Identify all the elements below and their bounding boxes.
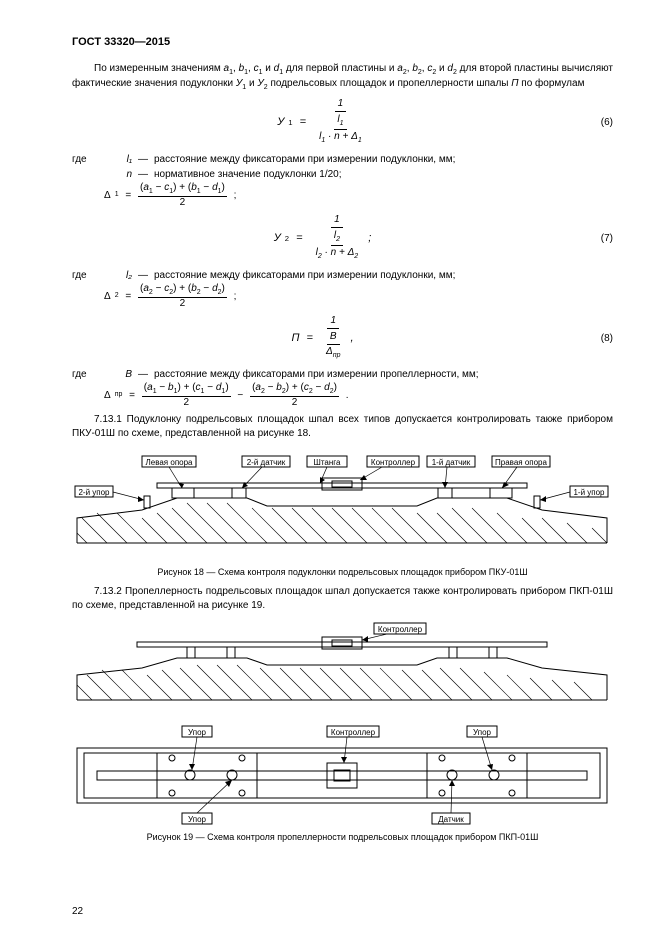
svg-text:1-й упор: 1-й упор (573, 488, 605, 497)
eq6-number: (6) (573, 117, 613, 128)
para-7-13-1: 7.13.1 Подуклонку подрельсовых площадок … (72, 413, 613, 440)
where-eq8: гдеB—расстояние между фиксаторами при из… (72, 367, 613, 409)
svg-text:Контроллер: Контроллер (331, 728, 376, 737)
where-eq7: гдеl₂—расстояние между фиксаторами при и… (72, 268, 613, 310)
where-eq6: гдеl₁—расстояние между фиксаторами при и… (72, 152, 613, 209)
intro-paragraph: По измеренным значениям a1, b1, c1 и d1 … (72, 62, 613, 93)
equation-7: У2 = 1 l2 l2 · n + Δ2 ; (7) (72, 213, 613, 264)
doc-header: ГОСТ 33320—2015 (72, 36, 613, 48)
svg-text:Упор: Упор (473, 728, 492, 737)
page-number: 22 (72, 906, 83, 917)
equation-8: П = 1 B Δпр , (8) (72, 314, 613, 362)
svg-text:Левая опора: Левая опора (146, 458, 194, 467)
figure-19-side: Контроллер (72, 620, 613, 715)
svg-text:1-й датчик: 1-й датчик (432, 458, 471, 467)
figure-18: Левая опора 2-й датчик Штанга Контроллер… (72, 448, 613, 563)
figure-19-plan: Упор Упор Контроллер Упор Датчик (72, 723, 613, 828)
svg-text:Штанга: Штанга (314, 458, 342, 467)
eq7-number: (7) (573, 233, 613, 244)
svg-text:Контроллер: Контроллер (378, 625, 423, 634)
eq8-number: (8) (573, 333, 613, 344)
equation-6: У1 = 1 l1 l1 · n + Δ1 (6) (72, 97, 613, 148)
svg-text:2-й упор: 2-й упор (78, 488, 110, 497)
figure-19-caption: Рисунок 19 — Схема контроля пропеллернос… (72, 832, 613, 842)
svg-text:2-й датчик: 2-й датчик (247, 458, 286, 467)
page: ГОСТ 33320—2015 По измеренным значениям … (0, 0, 661, 935)
svg-text:Контроллер: Контроллер (371, 458, 416, 467)
svg-text:Датчик: Датчик (438, 815, 464, 824)
svg-text:Упор: Упор (188, 728, 207, 737)
figure-18-caption: Рисунок 18 — Схема контроля подуклонки п… (72, 567, 613, 577)
svg-text:Упор: Упор (188, 815, 207, 824)
para-7-13-2: 7.13.2 Пропеллерность подрельсовых площа… (72, 585, 613, 612)
svg-text:Правая опора: Правая опора (495, 458, 547, 467)
